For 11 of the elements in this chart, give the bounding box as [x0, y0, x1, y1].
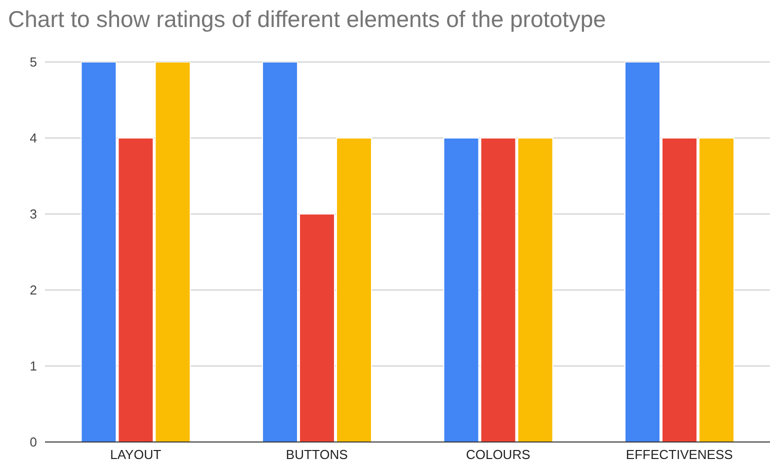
- y-tick-label: 1: [30, 358, 37, 374]
- chart-title: Chart to show ratings of different elements of the prototype: [8, 6, 606, 33]
- y-tick-label: 5: [30, 54, 37, 70]
- x-tick-label: EFFECTIVENESS: [626, 447, 734, 462]
- y-tick-label: 0: [30, 434, 37, 450]
- x-tick-label: COLOURS: [466, 447, 531, 462]
- y-tick-label: 2: [30, 282, 37, 298]
- y-tick-label: 4: [30, 130, 37, 146]
- x-tick-label: LAYOUT: [110, 447, 162, 462]
- y-tick-label: 3: [30, 206, 37, 222]
- x-tick-label: BUTTONS: [286, 447, 348, 462]
